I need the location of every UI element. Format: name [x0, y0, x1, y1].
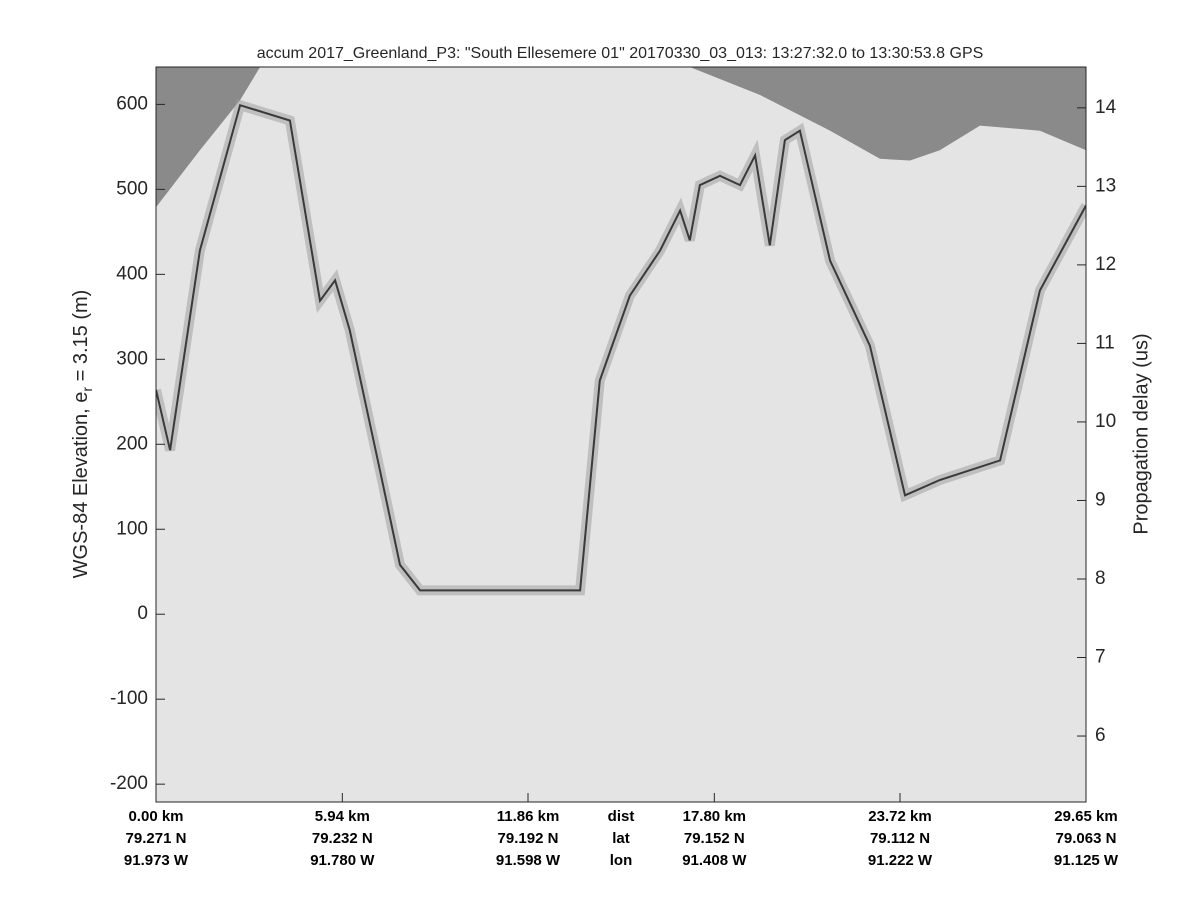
y-tick-label: 300 [116, 348, 148, 369]
y-tick-label: 600 [116, 93, 148, 114]
bed-echo [156, 103, 1086, 592]
lat-label: 79.192 N [498, 830, 559, 847]
plot-area [156, 67, 1086, 596]
y2-tick-label: 14 [1095, 97, 1117, 118]
lon-label: 91.973 W [124, 852, 189, 869]
lat-label: 79.112 N [870, 830, 930, 847]
row-name: lat [612, 830, 630, 847]
x-tick-label: 5.94 km [315, 808, 370, 825]
y2-axis-label: Propagation delay (us) [1130, 333, 1152, 534]
y-tick-label: 200 [116, 433, 148, 454]
lat-label: 79.271 N [126, 830, 187, 847]
plot-frame [155, 66, 1087, 803]
y2-tick-label: 12 [1095, 254, 1116, 275]
lon-label: 91.780 W [310, 852, 375, 869]
lon-label: 91.125 W [1054, 852, 1119, 869]
y-axis-label: WGS-84 Elevation, er = 3.15 (m) [70, 290, 94, 579]
y2-tick-label: 8 [1095, 568, 1106, 589]
x-tick-label: 23.72 km [868, 808, 931, 825]
y-tick-label: -100 [110, 688, 148, 709]
x-tick-label: 0.00 km [128, 808, 183, 825]
lat-label: 79.063 N [1056, 830, 1117, 847]
lat-label: 79.232 N [312, 830, 373, 847]
y2-tick-label: 9 [1095, 489, 1106, 510]
lon-label: 91.222 W [868, 852, 933, 869]
lat-label: 79.152 N [684, 830, 745, 847]
chart-title: accum 2017_Greenland_P3: "South Elleseme… [257, 45, 984, 62]
y-tick-label: -200 [110, 773, 148, 794]
x-tick-label: 11.86 km [497, 808, 560, 825]
y2-tick-label: 7 [1095, 647, 1106, 668]
y-label-part: WGS-84 Elevation, e [70, 392, 92, 579]
plot-background [156, 67, 1086, 802]
y2-tick-label: 11 [1095, 332, 1115, 353]
y2-tick-label: 10 [1095, 411, 1116, 432]
y-tick-label: 400 [116, 263, 148, 284]
y2-tick-label: 6 [1095, 725, 1106, 746]
x-tick-label: 17.80 km [683, 808, 746, 825]
y-tick-label: 100 [116, 518, 148, 539]
y-tick-label: 0 [137, 603, 148, 624]
lon-label: 91.408 W [682, 852, 747, 869]
row-name: lon [610, 852, 633, 869]
row-name: dist [608, 808, 635, 825]
y-label-sub: r [79, 387, 95, 392]
y-label-part: = 3.15 (m) [70, 290, 92, 387]
y2-tick-label: 13 [1095, 175, 1116, 196]
x-tick-label: 29.65 km [1054, 808, 1117, 825]
lon-label: 91.598 W [496, 852, 561, 869]
air-region [156, 67, 1086, 208]
y-tick-label: 500 [116, 178, 148, 199]
